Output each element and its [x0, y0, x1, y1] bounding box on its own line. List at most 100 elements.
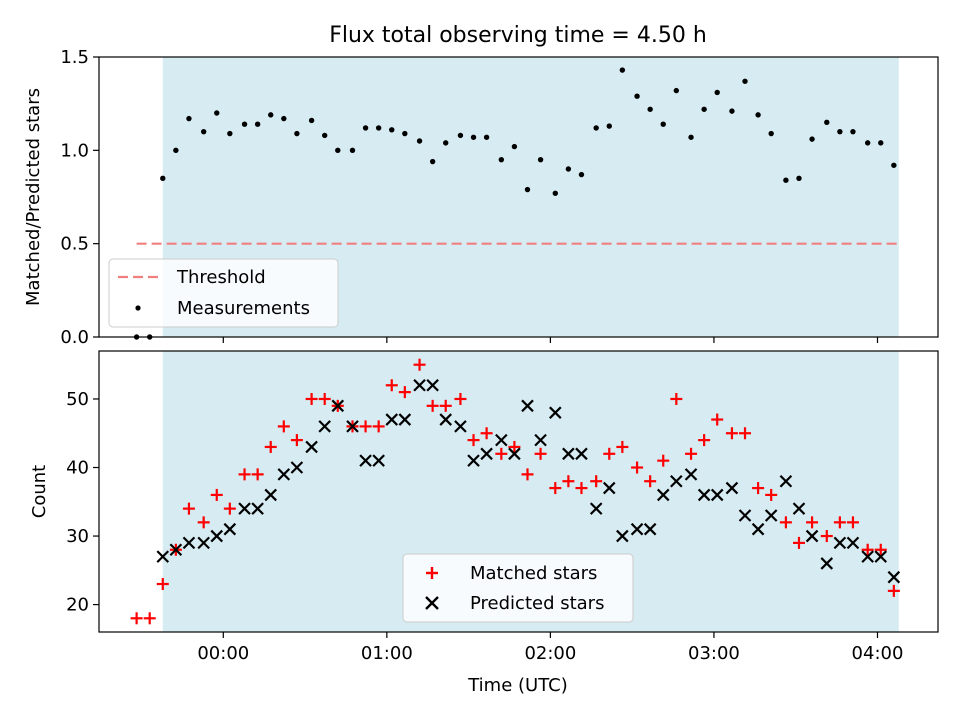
measurement-point — [362, 125, 369, 131]
measurement-point — [565, 166, 572, 172]
measurement-point — [619, 67, 626, 73]
predicted-star-point — [480, 447, 493, 461]
bottom-ytick-label: 40 — [66, 458, 89, 479]
bottom-legend-box — [402, 553, 634, 623]
measurement-point — [796, 175, 802, 182]
predicted-star-point — [197, 536, 210, 550]
matched-star-point — [779, 516, 792, 529]
matched-star-point — [616, 440, 629, 453]
predicted-star-point — [182, 536, 196, 550]
matched-star-point — [792, 536, 805, 549]
matched-star-point — [480, 427, 493, 440]
top-ytick-label: 0.5 — [60, 234, 89, 255]
top-ytick-label: 1.5 — [60, 47, 89, 68]
predicted-star-point — [805, 529, 819, 543]
predicted-star-point — [454, 420, 467, 433]
predicted-star-point — [575, 447, 588, 461]
measurement-point — [891, 162, 897, 168]
measurement-point — [783, 177, 789, 183]
matched-star-point — [454, 392, 467, 405]
matched-star-point — [251, 468, 264, 481]
xtick-label: 03:00 — [688, 643, 740, 664]
top-x-ticks — [222, 337, 879, 343]
predicted-star-point — [305, 440, 318, 454]
predicted-star-point — [413, 378, 426, 392]
bottom-y-ticks: 20 30 40 50 — [66, 389, 99, 616]
measurement-point — [483, 134, 490, 140]
matched-stars-series — [130, 358, 900, 625]
matched-star-point — [156, 578, 169, 591]
legend-matched-swatch — [426, 567, 438, 579]
measurement-point — [714, 89, 720, 96]
measurement-point — [227, 130, 233, 137]
measurement-point — [214, 110, 220, 116]
predicted-star-point — [156, 550, 170, 563]
predicted-star-point — [833, 536, 847, 550]
predicted-star-point — [846, 536, 860, 550]
measurement-point — [552, 190, 558, 196]
bottom-y-axis-label: Count — [29, 465, 50, 518]
top-axes-frame — [98, 56, 939, 338]
matched-star-point — [670, 392, 683, 405]
legend-predicted-label: Predicted stars — [470, 593, 604, 614]
xtick-label: 02:00 — [524, 643, 576, 664]
matched-star-point — [143, 612, 156, 625]
bottom-ytick-label: 30 — [66, 526, 89, 547]
top-y-ticks: 0.0 0.5 1.0 1.5 — [60, 47, 99, 348]
matched-star-point — [685, 447, 698, 460]
bottom-ytick-label: 50 — [66, 389, 89, 410]
measurement-point — [186, 115, 192, 122]
measurement-point — [457, 132, 464, 139]
matched-star-point — [197, 516, 210, 529]
legend-matched-label: Matched stars — [470, 563, 597, 584]
measurement-point — [809, 136, 815, 142]
measurement-point — [742, 78, 748, 84]
bottom-axes-frame — [98, 350, 939, 633]
measurement-point — [349, 147, 356, 154]
predicted-star-point — [467, 454, 480, 467]
predicted-star-point — [521, 399, 534, 413]
predicted-star-point — [725, 481, 739, 495]
predicted-star-point — [697, 488, 711, 502]
matched-star-point — [765, 488, 778, 501]
matched-star-point — [372, 420, 385, 433]
matched-star-point — [223, 502, 236, 515]
measurement-point — [389, 127, 395, 133]
predicted-star-point — [710, 488, 724, 502]
matched-star-point — [385, 379, 398, 392]
measurement-point — [511, 143, 518, 150]
bottom-x-ticks: 00:00 01:00 02:00 03:00 04:00 — [197, 632, 903, 664]
predicted-star-point — [290, 461, 304, 474]
predicted-star-point — [372, 454, 385, 467]
matched-star-point — [752, 482, 765, 495]
legend-predicted-swatch — [425, 596, 439, 610]
measurement-point — [673, 87, 680, 94]
measurement-point — [241, 121, 248, 127]
matched-star-point — [575, 482, 588, 495]
matched-star-point — [359, 420, 372, 433]
measurement-point — [593, 125, 599, 131]
matched-star-point — [534, 447, 547, 460]
measurement-point — [470, 134, 477, 140]
legend-measurements-label: Measurements — [177, 298, 310, 319]
matched-star-point — [238, 468, 251, 481]
measurement-point — [768, 130, 774, 137]
measurement-point — [660, 121, 666, 127]
matched-star-point — [508, 440, 521, 453]
top-legend: Threshold Measurements — [108, 258, 339, 328]
top-ytick-label: 0.0 — [60, 327, 89, 348]
matched-star-point — [631, 461, 644, 474]
matched-star-point — [725, 427, 738, 440]
measurement-point — [850, 128, 856, 135]
matched-star-point — [182, 502, 195, 515]
measurement-point — [416, 138, 423, 144]
matched-star-point — [264, 440, 277, 453]
measurement-point — [578, 171, 585, 178]
predicted-star-point — [169, 543, 183, 557]
matched-star-point — [861, 543, 874, 556]
legend-measurements-swatch — [135, 305, 141, 311]
bottom-ytick-label: 20 — [66, 595, 89, 616]
measurement-point — [335, 147, 341, 154]
top-y-axis-label: Matched/Predicted stars — [23, 88, 44, 306]
